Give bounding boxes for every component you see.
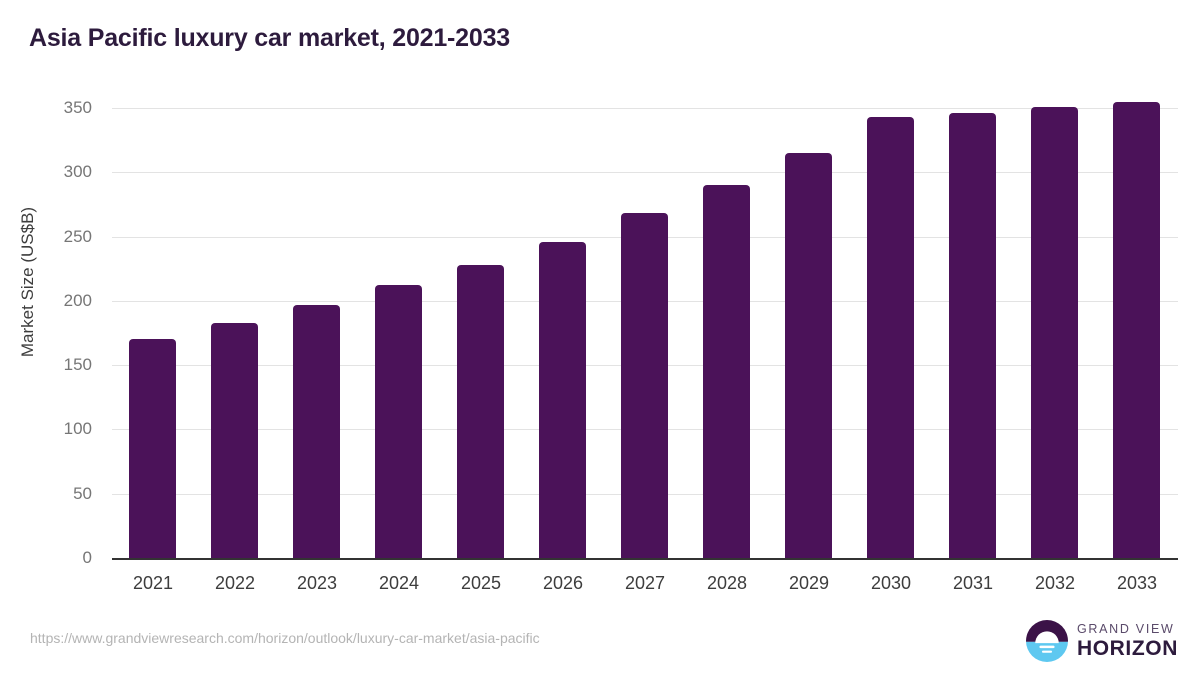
bar-group[interactable]	[194, 108, 276, 558]
x-tick-label: 2021	[132, 573, 174, 593]
bar[interactable]	[1031, 106, 1078, 558]
bar-group[interactable]	[932, 108, 1014, 558]
logo-line-grand-view: GRAND VIEW	[1076, 621, 1175, 636]
brand-logo: GRAND VIEW HORIZON	[1025, 620, 1178, 662]
x-axis-ticks: 2021 2022 2023 2024 2025 2026 2027 2028 2029 2030…	[112, 0, 1178, 675]
bar[interactable]	[293, 304, 340, 558]
bar[interactable]	[785, 153, 832, 558]
y-axis-ticks: 0 50 100 150 200 250 300 350	[0, 98, 92, 567]
bar[interactable]	[539, 241, 586, 558]
bar[interactable]	[621, 213, 668, 558]
y-tick-label: 200	[63, 290, 92, 310]
bar-group[interactable]	[850, 108, 932, 558]
x-axis-line	[112, 558, 1178, 560]
bar-group[interactable]	[112, 108, 194, 558]
bar-group[interactable]	[522, 108, 604, 558]
bar[interactable]	[211, 322, 258, 558]
y-tick-label: 0	[82, 548, 92, 567]
x-tick-label: 2031	[952, 573, 994, 593]
bar[interactable]	[457, 264, 504, 558]
x-tick-label: 2024	[378, 573, 420, 593]
x-tick-label: 2028	[706, 573, 748, 593]
bar-group[interactable]	[768, 108, 850, 558]
horizon-sun-circle-icon	[1025, 620, 1068, 662]
bar[interactable]	[949, 113, 996, 558]
gridline	[112, 108, 1178, 109]
bar-group[interactable]	[440, 108, 522, 558]
y-tick-label: 50	[73, 483, 92, 503]
x-tick-label: 2033	[1116, 573, 1158, 593]
x-tick-label: 2022	[214, 573, 256, 593]
bar-series	[112, 101, 1178, 558]
logo-line-horizon: HORIZON	[1076, 637, 1178, 661]
x-tick-label: 2027	[624, 573, 666, 593]
x-tick-label: 2032	[1034, 573, 1076, 593]
y-tick-label: 300	[63, 162, 92, 182]
y-tick-label: 350	[63, 98, 92, 117]
bar-group[interactable]	[1096, 101, 1178, 558]
bar-group[interactable]	[686, 108, 768, 558]
bar[interactable]	[375, 285, 422, 558]
bar-group[interactable]	[604, 108, 686, 558]
x-tick-label: 2025	[460, 573, 502, 593]
page-title: Asia Pacific luxury car market, 2021-203…	[29, 24, 510, 52]
bar[interactable]	[129, 339, 176, 558]
x-tick-label: 2030	[870, 573, 912, 593]
y-tick-label: 100	[63, 419, 92, 439]
x-tick-label: 2023	[296, 573, 338, 593]
x-tick-label: 2026	[542, 573, 584, 593]
y-tick-label: 250	[63, 226, 92, 246]
y-tick-label: 150	[63, 355, 92, 375]
logo-text: GRAND VIEW HORIZON	[1077, 623, 1178, 660]
bar[interactable]	[1113, 101, 1160, 558]
bar[interactable]	[703, 185, 750, 558]
bar-group[interactable]	[358, 108, 440, 558]
bar-group[interactable]	[1014, 106, 1096, 558]
gridline	[112, 172, 1178, 174]
bar[interactable]	[867, 117, 914, 558]
bar-group[interactable]	[276, 108, 358, 558]
source-url-text: https://www.grandviewresearch.com/horizo…	[30, 630, 540, 646]
x-tick-label: 2029	[788, 573, 830, 593]
